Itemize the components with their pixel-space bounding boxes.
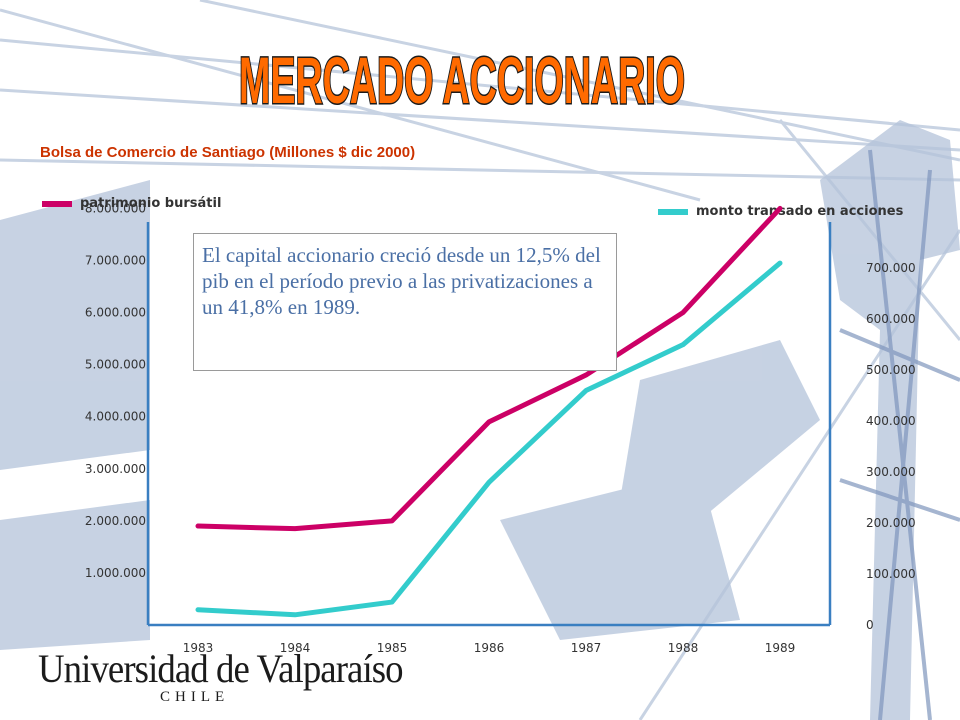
logo-country: CHILE (160, 689, 230, 705)
y-right-tick-label: 0 (866, 618, 874, 632)
x-tick-label: 1986 (474, 641, 505, 655)
y-right-tick-label: 500.000 (866, 363, 916, 377)
y-left-tick-label: 6.000.000 (85, 306, 146, 320)
y-left-tick-label: 5.000.000 (85, 358, 146, 372)
legend-patrimonio: patrimonio bursátil (42, 196, 221, 211)
x-tick-label: 1985 (377, 641, 408, 655)
y-right-tick-label: 700.000 (866, 261, 916, 275)
x-tick-label: 1989 (765, 641, 796, 655)
legend-swatch-patrimonio (42, 200, 72, 207)
legend-label-patrimonio: patrimonio bursátil (80, 196, 222, 211)
chart-subtitle: Bolsa de Comercio de Santiago (Millones … (40, 144, 416, 161)
y-right-tick-label: 600.000 (866, 312, 916, 326)
y-left-tick-label: 2.000.000 (85, 514, 146, 528)
university-logo: Universidad de Valparaíso CHILE (38, 645, 404, 710)
y-left-tick-label: 3.000.000 (85, 462, 146, 476)
y-left-tick-label: 7.000.000 (85, 253, 146, 267)
page-title: MERCADO ACCIONARIO (238, 42, 687, 119)
y-left-tick-label: 4.000.000 (85, 410, 146, 424)
x-tick-label: 1984 (280, 641, 311, 655)
x-tick-label: 1987 (571, 641, 602, 655)
y-right-tick-label: 200.000 (866, 516, 916, 530)
legend-swatch-monto (658, 208, 688, 215)
title-text: MERCADO ACCIONARIO (239, 43, 685, 117)
y-right-tick-label: 100.000 (866, 567, 916, 581)
y-right-tick-label: 300.000 (866, 465, 916, 479)
annotation-box: El capital accionario creció desde un 12… (193, 233, 617, 371)
legend-label-monto: monto transado en acciones (696, 204, 904, 219)
y-left-tick-label: 1.000.000 (85, 566, 146, 580)
x-tick-label: 1988 (668, 641, 699, 655)
legend-monto: monto transado en acciones (658, 204, 903, 219)
y-left-tick-label: 8.000.000 (85, 201, 146, 215)
x-tick-label: 1983 (183, 641, 214, 655)
y-right-tick-label: 400.000 (866, 414, 916, 428)
logo-name: Universidad de Valparaíso (38, 646, 404, 691)
